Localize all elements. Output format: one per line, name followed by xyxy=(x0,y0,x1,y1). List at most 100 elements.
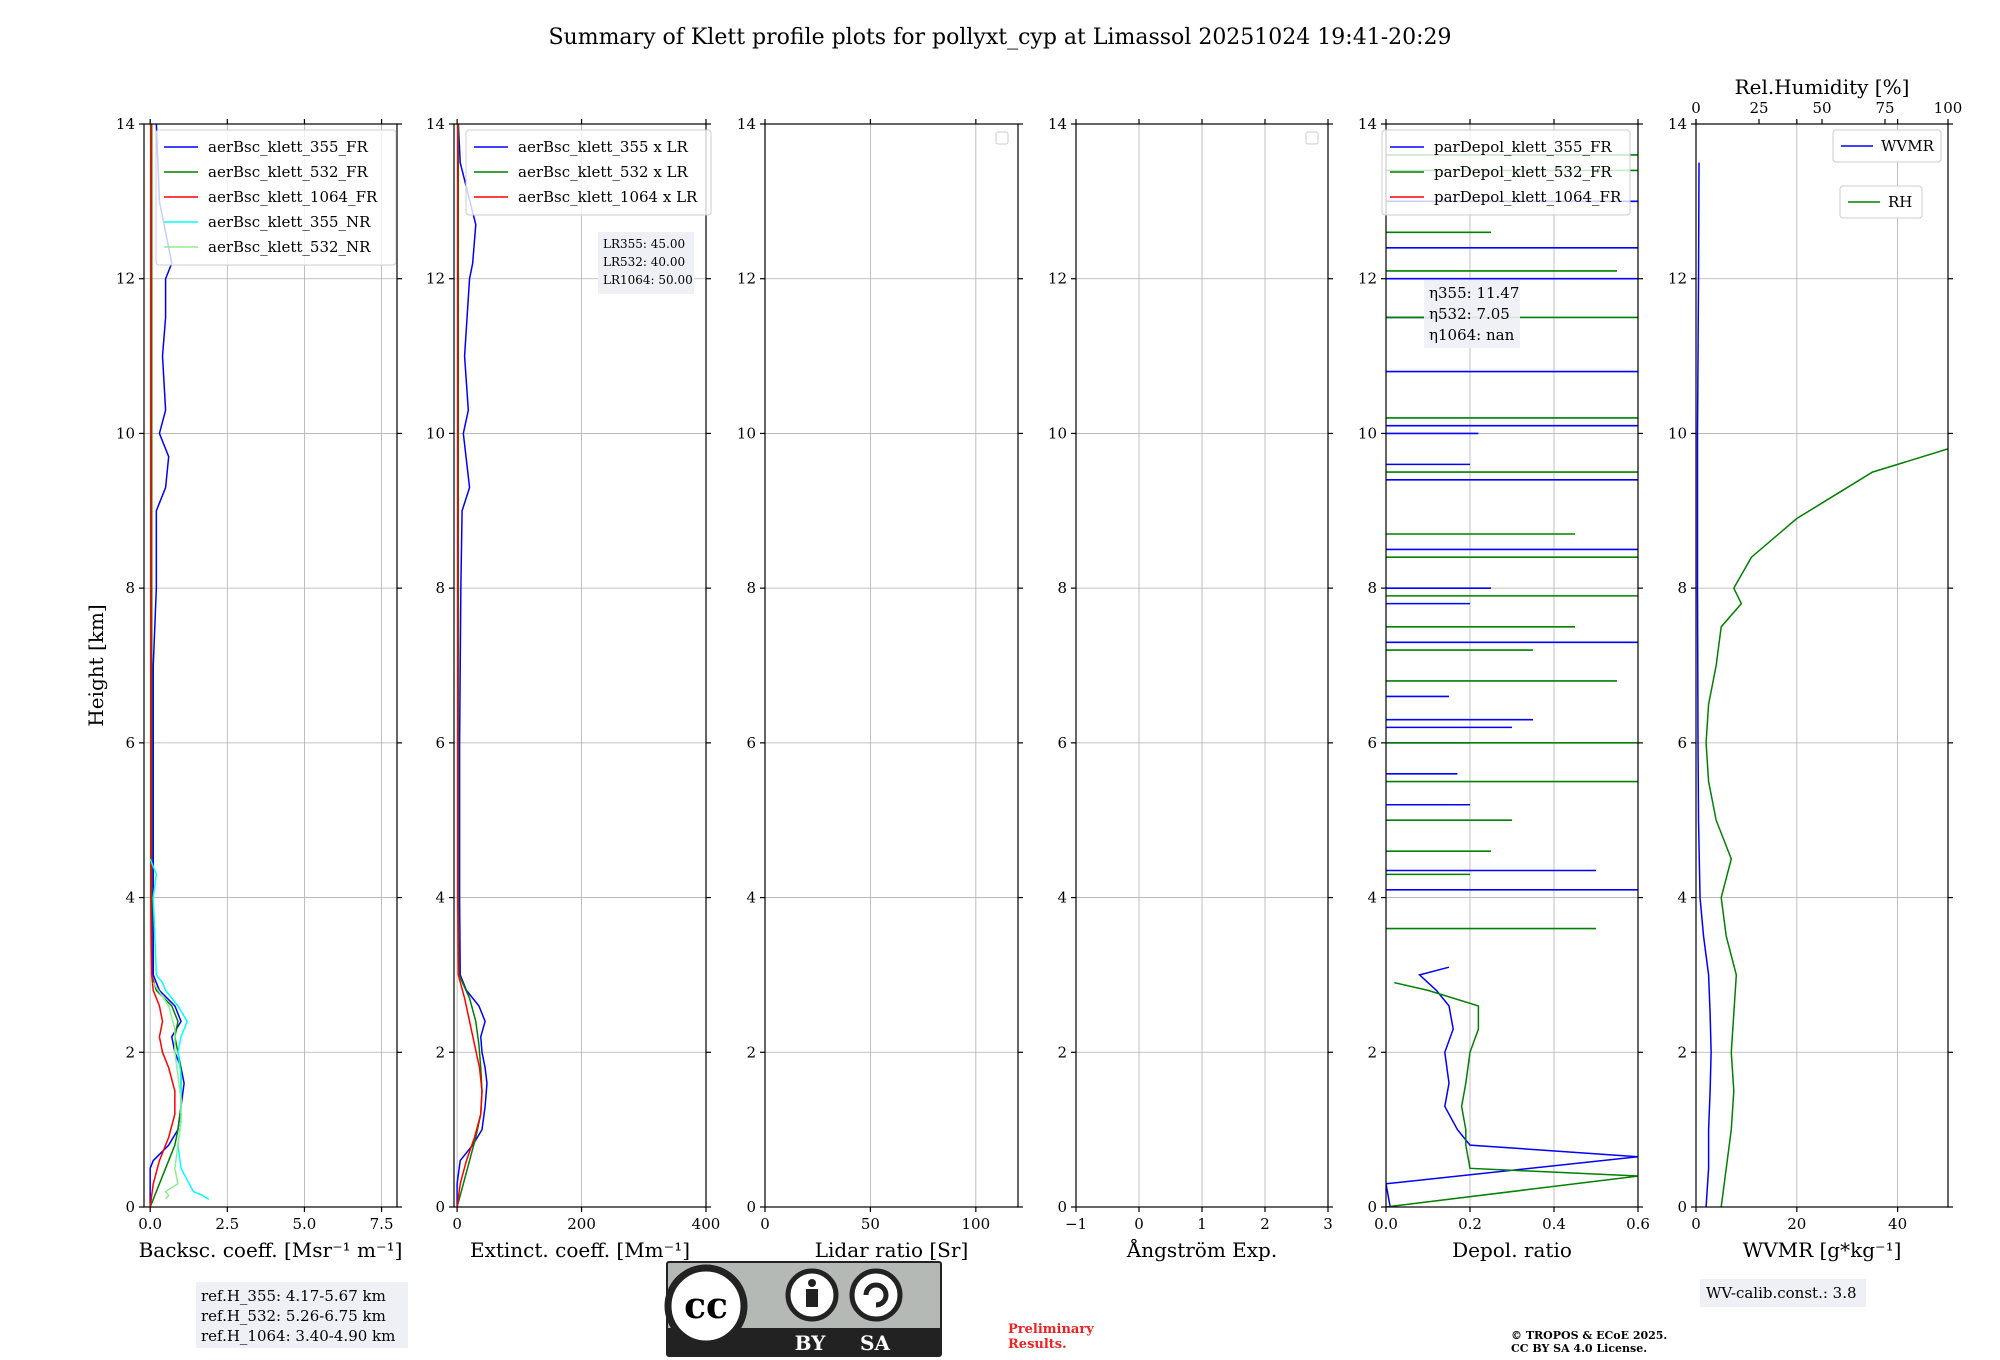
x-axis-label: Ångström Exp. xyxy=(1126,1237,1277,1262)
ytick-label: 14 xyxy=(426,115,445,133)
xtick-label: 3 xyxy=(1323,1215,1333,1233)
panel-backscatter: 0 2 4 6 8 10 12 14 0.0 2.5 5.0 7.5 Backsc. coeff. [M… xyxy=(84,115,408,1348)
info-box-line: ref.H_355: 4.17-5.67 km xyxy=(201,1287,386,1305)
info-box xyxy=(1700,1279,1866,1307)
preliminary-line-2: Results. xyxy=(1008,1337,1067,1352)
ytick-label: 10 xyxy=(1358,424,1377,442)
ytick-label: 0 xyxy=(1367,1198,1377,1216)
info-box-line: WV-calib.const.: 3.8 xyxy=(1706,1284,1857,1302)
axes-frame xyxy=(1695,123,1949,1208)
xtick-label: 7.5 xyxy=(370,1215,394,1233)
empty-legend-box xyxy=(1305,131,1319,145)
xtick-label: 50 xyxy=(861,1215,880,1233)
legend-label: aerBsc_klett_1064 x LR xyxy=(518,188,698,206)
x-axis-label: Backsc. coeff. [Msr⁻¹ m⁻¹] xyxy=(139,1238,403,1262)
legend-box xyxy=(465,129,712,216)
legend-box xyxy=(1381,129,1631,216)
ytick-label: 0 xyxy=(1057,1198,1067,1216)
series-line-aerbsc-klett-532-nr xyxy=(152,982,182,1200)
info-box xyxy=(598,232,694,294)
axes-frame xyxy=(1385,123,1639,1208)
empty-legend-box xyxy=(995,131,1009,145)
ytick-label: 12 xyxy=(426,270,445,288)
ytick-label: 0 xyxy=(1677,1198,1687,1216)
preliminary-line-1: Preliminary xyxy=(1008,1322,1094,1337)
xtick-label: 20 xyxy=(1787,1215,1806,1233)
ytick-label: 4 xyxy=(1367,889,1377,907)
top-xtick-label: 75 xyxy=(1875,99,1894,117)
ytick-label: 6 xyxy=(125,734,135,752)
plot-area xyxy=(456,124,488,1207)
ytick-label: 2 xyxy=(125,1043,135,1061)
ytick-label: 14 xyxy=(1358,115,1377,133)
ytick-label: 8 xyxy=(435,579,445,597)
series-line-aerbsc-klett-1064-fr xyxy=(149,124,176,1207)
series-line-pardepol-klett-532-fr xyxy=(1386,981,1638,1207)
ytick-label: 4 xyxy=(1677,889,1687,907)
info-box-line: LR532: 40.00 xyxy=(603,255,685,269)
xtick-label: 0 xyxy=(1134,1215,1144,1233)
info-box-line: ref.H_1064: 3.40-4.90 km xyxy=(201,1327,395,1345)
sa-label: SA xyxy=(860,1331,890,1355)
ytick-label: 6 xyxy=(435,734,445,752)
y-axis-label: Height [km] xyxy=(84,604,108,726)
ytick-label: 2 xyxy=(1367,1043,1377,1061)
ytick-label: 10 xyxy=(116,424,135,442)
top-xtick-label: 0 xyxy=(1691,99,1701,117)
info-box-line: LR1064: 50.00 xyxy=(603,273,693,287)
legend-box xyxy=(1832,129,1942,163)
series-line-aerbsc-klett-355-nr xyxy=(149,858,210,1200)
legend-box xyxy=(1839,185,1923,219)
plot-area xyxy=(1696,162,1948,1207)
xtick-label: 0.4 xyxy=(1542,1215,1566,1233)
ytick-label: 2 xyxy=(746,1043,756,1061)
legend-label: aerBsc_klett_355 x LR xyxy=(518,138,689,156)
axes-frame xyxy=(453,123,707,1208)
ytick-label: 14 xyxy=(1668,115,1687,133)
series-line-aerbsc-klett-1064-x-lr xyxy=(456,124,483,1207)
ytick-label: 12 xyxy=(1668,270,1687,288)
series-line-aerbsc-klett-355-x-lr xyxy=(456,124,488,1207)
plot-area xyxy=(149,124,210,1207)
series-line-rh xyxy=(1705,448,1948,1207)
ytick-label: 14 xyxy=(1048,115,1067,133)
ytick-label: 10 xyxy=(426,424,445,442)
xtick-label: 200 xyxy=(567,1215,596,1233)
ytick-label: 10 xyxy=(737,424,756,442)
x-axis-label: WVMR [g*kg⁻¹] xyxy=(1743,1238,1902,1262)
axes-frame xyxy=(764,123,1019,1208)
x-axis-label: Extinct. coeff. [Mm⁻¹] xyxy=(470,1238,690,1262)
x-axis-label: Lidar ratio [Sr] xyxy=(815,1238,969,1262)
top-axis-label: Rel.Humidity [%] xyxy=(1735,75,1910,99)
info-box-line: η1064: nan xyxy=(1429,326,1515,344)
x-axis-label: Depol. ratio xyxy=(1452,1238,1572,1262)
figure-title: Summary of Klett profile plots for polly… xyxy=(548,25,1451,50)
xtick-label: 40 xyxy=(1888,1215,1907,1233)
sa-share-arrow xyxy=(863,1282,889,1308)
xtick-label: 5.0 xyxy=(293,1215,317,1233)
cc-logo-icon xyxy=(664,1264,748,1348)
legend-label: aerBsc_klett_355_FR xyxy=(208,138,368,156)
legend-label: parDepol_klett_532_FR xyxy=(1434,163,1612,181)
ytick-label: 4 xyxy=(1057,889,1067,907)
ytick-label: 6 xyxy=(1677,734,1687,752)
xtick-label: 0.2 xyxy=(1458,1215,1482,1233)
xtick-label: 0 xyxy=(760,1215,770,1233)
xtick-label: 0 xyxy=(452,1215,462,1233)
xtick-label: 0.6 xyxy=(1626,1215,1650,1233)
legend-label: aerBsc_klett_532 x LR xyxy=(518,163,689,181)
by-person-head xyxy=(808,1279,816,1287)
ytick-label: 6 xyxy=(746,734,756,752)
info-box xyxy=(1424,280,1520,348)
by-person-body xyxy=(806,1289,818,1307)
info-box xyxy=(196,1282,408,1348)
ytick-label: 6 xyxy=(1367,734,1377,752)
legend-label: parDepol_klett_355_FR xyxy=(1434,138,1612,156)
ytick-label: 8 xyxy=(746,579,756,597)
xtick-label: 100 xyxy=(962,1215,991,1233)
ytick-label: 4 xyxy=(435,889,445,907)
info-box-line: η355: 11.47 xyxy=(1429,284,1519,302)
